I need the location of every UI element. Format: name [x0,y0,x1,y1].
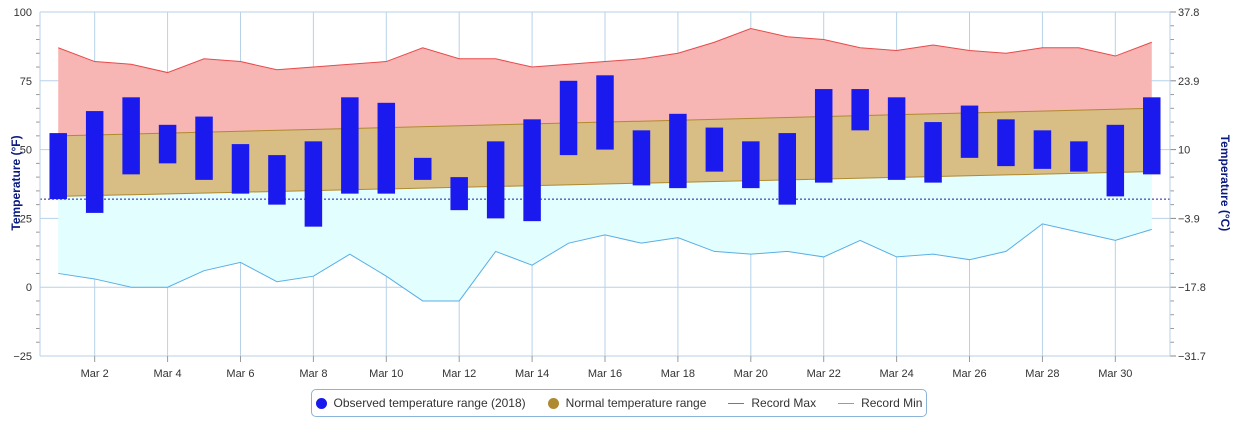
observed-range-bar [523,119,541,222]
x-tick-label: Mar 10 [369,368,403,380]
y2-tick-label: −31.7 [1178,351,1206,363]
observed-range-bar [486,141,505,219]
x-tick-label: Mar 16 [588,368,622,380]
x-tick-label: Mar 20 [734,368,768,380]
legend-item-normal[interactable]: Normal temperature range [547,396,707,410]
x-tick-label: Mar 14 [515,368,549,380]
observed-range-bar [377,102,396,194]
x-tick-label: Mar 12 [442,368,476,380]
observed-range-bar [1033,130,1052,169]
observed-range-bar [742,141,760,189]
y-tick-label: −25 [13,351,32,363]
temperature-chart: 100 37.8 75 23.9 50 10 25 −3.9 0 −17.8 −25 −31.7 Mar… [9,7,1232,380]
observed-range-bar [814,89,833,183]
observed-range-bar [559,80,578,156]
legend-record-max-marker [728,402,745,404]
observed-range-bar [705,127,724,172]
observed-range-bar [632,130,651,186]
observed-range-bar [268,155,286,205]
x-tick-label: Mar 28 [1025,368,1059,380]
record-min-line [58,223,1152,302]
observed-range-bar [341,97,359,194]
y-tick-label: 50 [20,145,32,157]
legend-item-record-max[interactable]: Record Max [728,396,816,410]
observed-range-bar [887,97,906,180]
observed-range-bar [851,89,869,131]
observed-range-bar [778,133,797,205]
y2-tick-label: 37.8 [1178,7,1199,19]
y2-tick-label: −17.8 [1178,282,1206,294]
x-tick-label: Mar 26 [952,368,986,380]
bar-layer [49,75,1161,227]
observed-range-bar [669,113,687,189]
y2-tick-label: 10 [1178,145,1190,157]
y-tick-label: 75 [20,76,32,88]
legend: Observed temperature range (2018) Normal… [311,389,927,417]
observed-range-bar [231,144,250,194]
legend-normal-marker [547,397,559,409]
observed-range-bar [960,105,979,158]
x-tick-label: Mar 22 [807,368,841,380]
observed-range-bar [304,141,323,227]
observed-range-bar [924,122,942,183]
line-layer [40,27,1170,302]
observed-range-bar [158,124,177,164]
legend-record-max-label: Record Max [751,396,817,410]
legend-observed-marker [315,397,327,409]
observed-range-bar [1070,141,1088,172]
x-tick-label: Mar 4 [154,368,182,380]
legend-observed-label: Observed temperature range (2018) [333,396,526,410]
observed-range-bar [122,97,140,175]
legend-item-observed[interactable]: Observed temperature range (2018) [315,396,526,410]
y-axis-title: Temperature (°F) [9,135,23,230]
y2-tick-label: 23.9 [1178,76,1199,88]
record-min-band [58,171,1152,301]
observed-range-bar [85,111,104,213]
observed-range-bar [596,75,614,150]
x-tick-label: Mar 8 [299,368,327,380]
y-tick-label: 25 [20,213,32,225]
x-tick-label: Mar 6 [226,368,254,380]
observed-range-bar [450,177,468,211]
observed-range-bar [195,116,213,180]
observed-range-bar [1106,124,1125,197]
axis-layer: 100 37.8 75 23.9 50 10 25 −3.9 0 −17.8 −25 −31.7 Mar… [13,7,1206,380]
observed-range-bar [997,119,1015,167]
legend-normal-label: Normal temperature range [565,396,707,410]
x-tick-label: Mar 24 [879,368,913,380]
y2-tick-label: −3.9 [1178,213,1200,225]
y-tick-label: 100 [14,7,32,19]
record-max-line [58,27,1152,74]
observed-range-bar [413,157,432,180]
x-tick-label: Mar 2 [81,368,109,380]
legend-record-min-label: Record Min [861,396,923,410]
normal-range-band [58,108,1152,197]
x-tick-label: Mar 30 [1098,368,1132,380]
observed-range-bar [49,133,67,200]
legend-record-min-marker [838,402,855,404]
y-tick-label: 0 [26,282,32,294]
observed-range-bar [1143,97,1161,175]
legend-item-record-min[interactable]: Record Min [838,396,922,410]
x-tick-label: Mar 18 [661,368,695,380]
y2-axis-title: Temperature (°C) [1218,135,1232,232]
